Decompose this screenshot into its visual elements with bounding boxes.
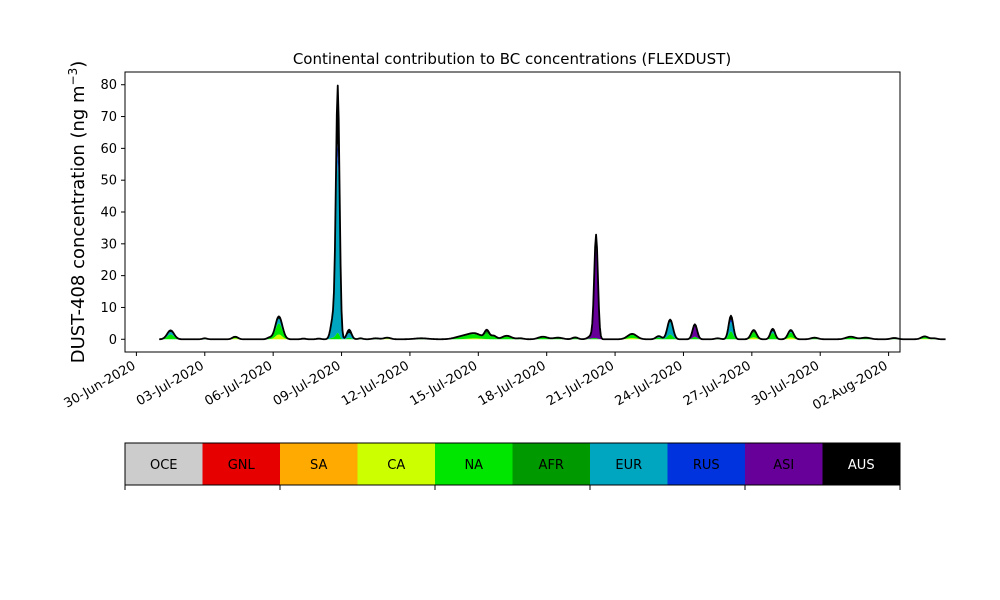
x-tick-label: 02-Aug-2020 xyxy=(810,358,890,413)
legend-swatch-ca xyxy=(357,443,435,485)
plot-frame xyxy=(125,72,900,352)
x-tick-label: 18-Jul-2020 xyxy=(476,358,549,409)
legend-label-oce: OCE xyxy=(150,458,178,473)
x-tick-label: 03-Jul-2020 xyxy=(134,358,207,409)
legend-label-afr: AFR xyxy=(539,458,564,473)
legend-label-sa: SA xyxy=(310,458,327,473)
legend-label-ca: CA xyxy=(387,458,405,473)
legend-swatch-eur xyxy=(590,443,668,485)
legend-swatch-afr xyxy=(512,443,590,485)
legend-swatch-na xyxy=(435,443,513,485)
series-area-ca xyxy=(159,334,946,340)
plot-area xyxy=(124,71,946,353)
y-tick-label: 80 xyxy=(100,78,117,93)
x-tick-label: 09-Jul-2020 xyxy=(271,358,344,409)
y-tick-label: 50 xyxy=(100,174,117,189)
y-tick-label: 30 xyxy=(100,237,117,252)
y-axis-label-exponent: −3 xyxy=(66,68,80,86)
legend-swatch-asi xyxy=(745,443,823,485)
legend-swatch-sa xyxy=(280,443,358,485)
x-tick-label: 24-Jul-2020 xyxy=(613,358,686,409)
legend-label-gnl: GNL xyxy=(228,458,256,473)
x-tick-label: 27-Jul-2020 xyxy=(681,358,754,409)
y-tick-label: 10 xyxy=(100,301,117,316)
total-outline xyxy=(159,84,946,341)
y-tick-label: 40 xyxy=(100,206,117,221)
y-axis-label: DUST-408 concentration (ng m−3) xyxy=(66,61,89,364)
chart-title: Continental contribution to BC concentra… xyxy=(293,50,731,68)
x-tick-label: 15-Jul-2020 xyxy=(407,358,480,409)
legend-swatch-oce xyxy=(125,443,203,485)
stacked-area-layer xyxy=(159,85,946,340)
legend-label-aus: AUS xyxy=(848,458,875,473)
legend-label-eur: EUR xyxy=(615,458,642,473)
x-tick-label: 06-Jul-2020 xyxy=(202,358,275,409)
legend-border xyxy=(124,442,901,486)
x-tick-label: 12-Jul-2020 xyxy=(339,358,412,409)
legend-label-asi: ASI xyxy=(773,458,794,473)
y-tick-label: 0 xyxy=(109,333,117,348)
x-tick-label: 21-Jul-2020 xyxy=(544,358,617,409)
y-tick-label: 60 xyxy=(100,142,117,157)
y-axis: 0 10 20 30 40 50 60 70 80 xyxy=(100,78,125,348)
legend-colorbar: OCE GNL SA CA NA AFR EUR RUS ASI AUS xyxy=(124,442,901,490)
x-tick-label: 30-Jun-2020 xyxy=(62,358,139,411)
x-axis: 30-Jun-202003-Jul-202006-Jul-202009-Jul-… xyxy=(62,352,891,414)
legend-swatch-gnl xyxy=(202,443,280,485)
legend-label-na: NA xyxy=(464,458,483,473)
legend-swatch-rus xyxy=(667,443,745,485)
y-tick-label: 70 xyxy=(100,110,117,125)
legend-swatch-aus xyxy=(822,443,900,485)
y-tick-label: 20 xyxy=(100,269,117,284)
legend-label-rus: RUS xyxy=(693,458,720,473)
